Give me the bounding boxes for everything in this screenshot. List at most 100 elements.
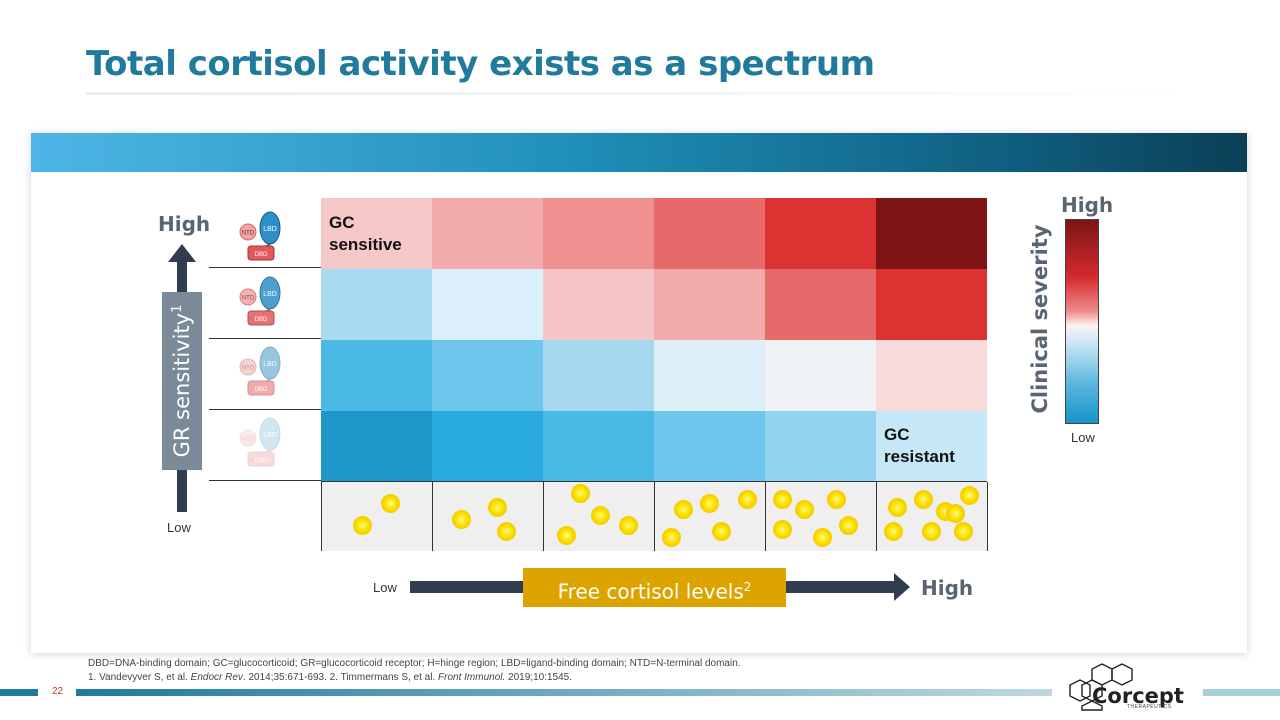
cortisol-molecule bbox=[884, 522, 903, 541]
grid-cell bbox=[321, 198, 432, 269]
x-axis-high-label: High bbox=[921, 576, 974, 600]
svg-text:NTD: NTD bbox=[242, 366, 255, 372]
grid-cell bbox=[876, 340, 987, 411]
grid-cell bbox=[321, 411, 432, 482]
panel-header-band bbox=[31, 133, 1247, 172]
grid-cell bbox=[543, 269, 654, 340]
page-title: Total cortisol activity exists as a spec… bbox=[86, 44, 875, 84]
svg-text:DBD: DBD bbox=[255, 252, 268, 258]
grid-cell bbox=[543, 340, 654, 411]
cortisol-molecule bbox=[674, 500, 693, 519]
corcept-logo-subtext: THERAPEUTICS bbox=[1127, 704, 1172, 710]
cortisol-column-divider bbox=[987, 482, 988, 551]
footer-bar-main bbox=[76, 689, 1052, 696]
gr-full-icon: LBD NTD DBD bbox=[239, 211, 281, 261]
cortisol-molecule bbox=[619, 516, 638, 535]
cortisol-molecule bbox=[946, 504, 965, 523]
cortisol-molecule bbox=[839, 516, 858, 535]
x-axis-low-label: Low bbox=[373, 580, 397, 595]
cortisol-molecule bbox=[914, 490, 933, 509]
row-separator bbox=[209, 409, 321, 410]
title-divider bbox=[86, 92, 1186, 95]
gr-sensitivity-arrow bbox=[168, 244, 196, 512]
row-separator bbox=[209, 480, 321, 481]
grid-cell bbox=[654, 198, 765, 269]
svg-text:LBD: LBD bbox=[263, 226, 277, 233]
cortisol-column-divider bbox=[654, 482, 655, 551]
grid-cell bbox=[321, 269, 432, 340]
free-cortisol-arrow bbox=[410, 573, 910, 601]
gr-mid-icon: LBD NTD DBD bbox=[239, 346, 281, 396]
svg-text:DBD: DBD bbox=[255, 317, 268, 323]
gc-resistant-label: GC resistant bbox=[884, 425, 955, 466]
cortisol-molecule bbox=[813, 528, 832, 547]
references-footnote: 1. Vandevyver S, et al. Endocr Rev. 2014… bbox=[88, 672, 572, 683]
cortisol-molecule bbox=[497, 522, 516, 541]
svg-text:LBD: LBD bbox=[263, 432, 277, 439]
cortisol-molecule bbox=[922, 522, 941, 541]
grid-cell bbox=[876, 198, 987, 269]
clinical-severity-label: Clinical severity bbox=[1028, 224, 1052, 414]
svg-text:NTD: NTD bbox=[242, 231, 255, 237]
cortisol-molecule bbox=[795, 500, 814, 519]
grid-cell bbox=[654, 269, 765, 340]
grid-cell bbox=[876, 411, 987, 482]
cortisol-molecule bbox=[353, 516, 372, 535]
row-separator bbox=[209, 267, 321, 268]
grid-cell bbox=[432, 340, 543, 411]
gr-sensitivity-bar bbox=[162, 292, 202, 470]
grid-cell bbox=[654, 411, 765, 482]
cortisol-molecule bbox=[381, 494, 400, 513]
cortisol-molecule bbox=[960, 486, 979, 505]
corcept-logo-icon bbox=[1069, 663, 1133, 711]
svg-text:DBD: DBD bbox=[255, 458, 268, 464]
gr-high-icon: LBD NTD DBD bbox=[239, 276, 281, 326]
grid-cell bbox=[876, 269, 987, 340]
cortisol-column-divider bbox=[432, 482, 433, 551]
gr-low-icon: LBD NTD DBD bbox=[239, 417, 281, 467]
grid-cell bbox=[765, 411, 876, 482]
grid-cell bbox=[543, 198, 654, 269]
footer-bar-right bbox=[1203, 689, 1280, 696]
grid-cell bbox=[432, 269, 543, 340]
corcept-logo-text: Corcept bbox=[1092, 684, 1184, 708]
grid-cell bbox=[765, 340, 876, 411]
svg-text:LBD: LBD bbox=[263, 291, 277, 298]
grid-cell bbox=[321, 340, 432, 411]
cortisol-molecule bbox=[700, 494, 719, 513]
cortisol-molecule bbox=[488, 498, 507, 517]
page-number: 22 bbox=[52, 686, 64, 697]
grid-cell bbox=[432, 198, 543, 269]
cortisol-molecule bbox=[773, 490, 792, 509]
cortisol-molecule bbox=[452, 510, 471, 529]
svg-text:LBD: LBD bbox=[263, 361, 277, 368]
cortisol-molecule bbox=[954, 522, 973, 541]
y-axis-high-label: High bbox=[158, 212, 211, 236]
legend-low-label: Low bbox=[1071, 430, 1095, 445]
svg-text:NTD: NTD bbox=[242, 437, 255, 443]
abbreviations-footnote: DBD=DNA-binding domain; GC=glucocorticoi… bbox=[88, 658, 741, 669]
cortisol-row-top-line bbox=[321, 481, 987, 482]
gc-sensitive-label: GC sensitive bbox=[329, 213, 402, 254]
y-axis-low-label: Low bbox=[167, 520, 191, 535]
severity-legend-bar bbox=[1065, 219, 1099, 424]
cortisol-column-divider bbox=[321, 482, 322, 551]
cortisol-molecule bbox=[557, 526, 576, 545]
gr-sensitivity-label: GR sensitivity1 bbox=[170, 304, 194, 458]
cortisol-molecule bbox=[571, 484, 590, 503]
grid-cell bbox=[432, 411, 543, 482]
cortisol-molecule bbox=[738, 490, 757, 509]
cortisol-column-divider bbox=[765, 482, 766, 551]
free-cortisol-label: Free cortisol levels2 bbox=[523, 568, 786, 607]
svg-text:NTD: NTD bbox=[242, 296, 255, 302]
svg-text:DBD: DBD bbox=[255, 387, 268, 393]
footer-bar-left bbox=[0, 689, 38, 696]
grid-cell bbox=[654, 340, 765, 411]
cortisol-molecule bbox=[591, 506, 610, 525]
cortisol-molecule bbox=[888, 498, 907, 517]
cortisol-molecule bbox=[773, 520, 792, 539]
row-separator bbox=[209, 338, 321, 339]
cortisol-molecule bbox=[712, 522, 731, 541]
cortisol-molecule bbox=[662, 528, 681, 547]
grid-cell bbox=[543, 411, 654, 482]
